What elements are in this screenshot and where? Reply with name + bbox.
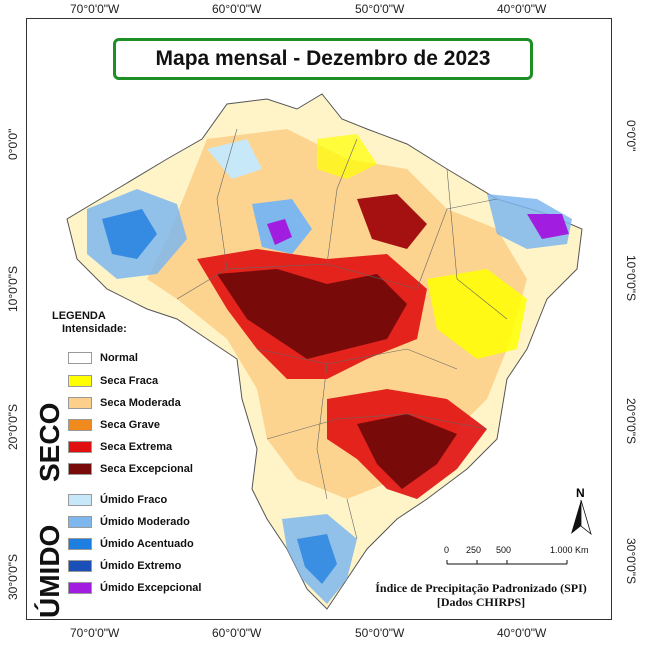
coord-bottom-70w: 70°0'0"W [70, 626, 120, 640]
legend-label: Seca Grave [100, 419, 160, 431]
legend-item-umido-3: Úmido Extremo [68, 558, 181, 574]
region-seca-excepcional-south [357, 414, 457, 489]
legend-label: Úmido Acentuado [100, 538, 194, 550]
legend-swatch [68, 375, 92, 387]
legend-heading: LEGENDA [52, 310, 106, 322]
group-label-umido: ÚMIDO [34, 524, 65, 618]
coord-right-20s: 20°0'0"S [624, 398, 638, 445]
legend-label: Úmido Moderado [100, 516, 190, 528]
scale-line [446, 560, 568, 565]
legend-item-seco-0: Seca Fraca [68, 373, 158, 389]
group-label-seco: SECO [34, 402, 65, 482]
region-seca-fraca [427, 269, 527, 359]
scale-tick-0: 0 [444, 545, 450, 555]
coord-right-0: 0°0'0" [624, 120, 638, 152]
legend-label: Úmido Fraco [100, 494, 168, 506]
legend-label: Seca Fraca [100, 375, 159, 387]
region-umido-acentuado-nw [102, 209, 157, 259]
coord-left-30s: 30°0'0"S [6, 553, 20, 600]
legend-label: Seca Moderada [100, 397, 181, 409]
coord-left-0: 0°0'0" [6, 128, 20, 160]
coord-right-30s: 30°0'0"S [624, 538, 638, 585]
brazil-spi-map [66, 93, 583, 610]
region-seca-excepcional-north [357, 194, 427, 249]
scale-tick-250: 250 [466, 545, 482, 555]
legend-item-umido-2: Úmido Acentuado [68, 536, 194, 552]
legend-item-seco-3: Seca Extrema [68, 439, 172, 455]
legend-item-seco-4: Seca Excepcional [68, 461, 193, 477]
legend: LEGENDA Intensidade: [40, 310, 240, 336]
north-label: N [576, 486, 585, 500]
legend-swatch [68, 538, 92, 550]
north-arrow: N [568, 486, 594, 536]
coord-left-20s: 20°0'0"S [6, 403, 20, 450]
coord-top-40w: 40°0'0"W [497, 2, 547, 16]
north-arrow-icon [571, 500, 592, 536]
legend-swatch [68, 441, 92, 453]
coord-bottom-40w: 40°0'0"W [497, 626, 547, 640]
legend-label: Úmido Excepcional [100, 582, 202, 594]
legend-swatch [68, 582, 92, 594]
map-title: Mapa mensal - Dezembro de 2023 [113, 38, 533, 80]
coord-left-10s: 10°0'0"S [6, 265, 20, 312]
legend-swatch [68, 463, 92, 475]
region-umido-fraco-north [207, 139, 262, 179]
legend-label: Seca Extrema [100, 441, 173, 453]
caption-line1: Índice de Precipitação Padronizado (SPI) [375, 581, 587, 595]
legend-swatch [68, 419, 92, 431]
legend-swatch [68, 560, 92, 572]
region-umido-excepcional-central [267, 219, 292, 245]
coord-top-60w: 60°0'0"W [212, 2, 262, 16]
coord-right-10s: 10°0'0"S [624, 255, 638, 302]
legend-item-umido-4: Úmido Excepcional [68, 580, 201, 596]
region-seca-fraca-2 [317, 134, 377, 179]
scale-tick-500: 500 [496, 545, 512, 555]
coord-top-50w: 50°0'0"W [355, 2, 405, 16]
legend-item-seco-1: Seca Moderada [68, 395, 181, 411]
coord-bottom-60w: 60°0'0"W [212, 626, 262, 640]
legend-swatch [68, 494, 92, 506]
region-umido-acentuado-south [297, 534, 337, 584]
legend-item-normal: Normal [68, 350, 138, 366]
scale-bar: 0 250 500 1.000 Km [442, 545, 592, 575]
legend-swatch [68, 397, 92, 409]
legend-item-umido-0: Úmido Fraco [68, 492, 167, 508]
legend-subheading: Intensidade: [62, 323, 127, 335]
legend-label: Normal [100, 352, 138, 364]
state-borders [176, 128, 508, 540]
swatch-normal [68, 352, 92, 364]
legend-item-seco-2: Seca Grave [68, 417, 160, 433]
legend-label: Seca Excepcional [100, 463, 193, 475]
coord-top-70w: 70°0'0"W [70, 2, 120, 16]
caption-line2: [Dados CHIRPS] [436, 595, 526, 609]
legend-label: Úmido Extremo [100, 560, 182, 572]
region-umido-excepcional-ne [527, 214, 569, 239]
map-frame [26, 18, 612, 620]
coord-bottom-50w: 50°0'0"W [355, 626, 405, 640]
scale-tick-1000: 1.000 Km [550, 545, 589, 555]
region-seca-excepcional [217, 269, 407, 359]
legend-item-umido-1: Úmido Moderado [68, 514, 190, 530]
legend-swatch [68, 516, 92, 528]
caption: Índice de Precipitação Padronizado (SPI)… [350, 581, 612, 609]
